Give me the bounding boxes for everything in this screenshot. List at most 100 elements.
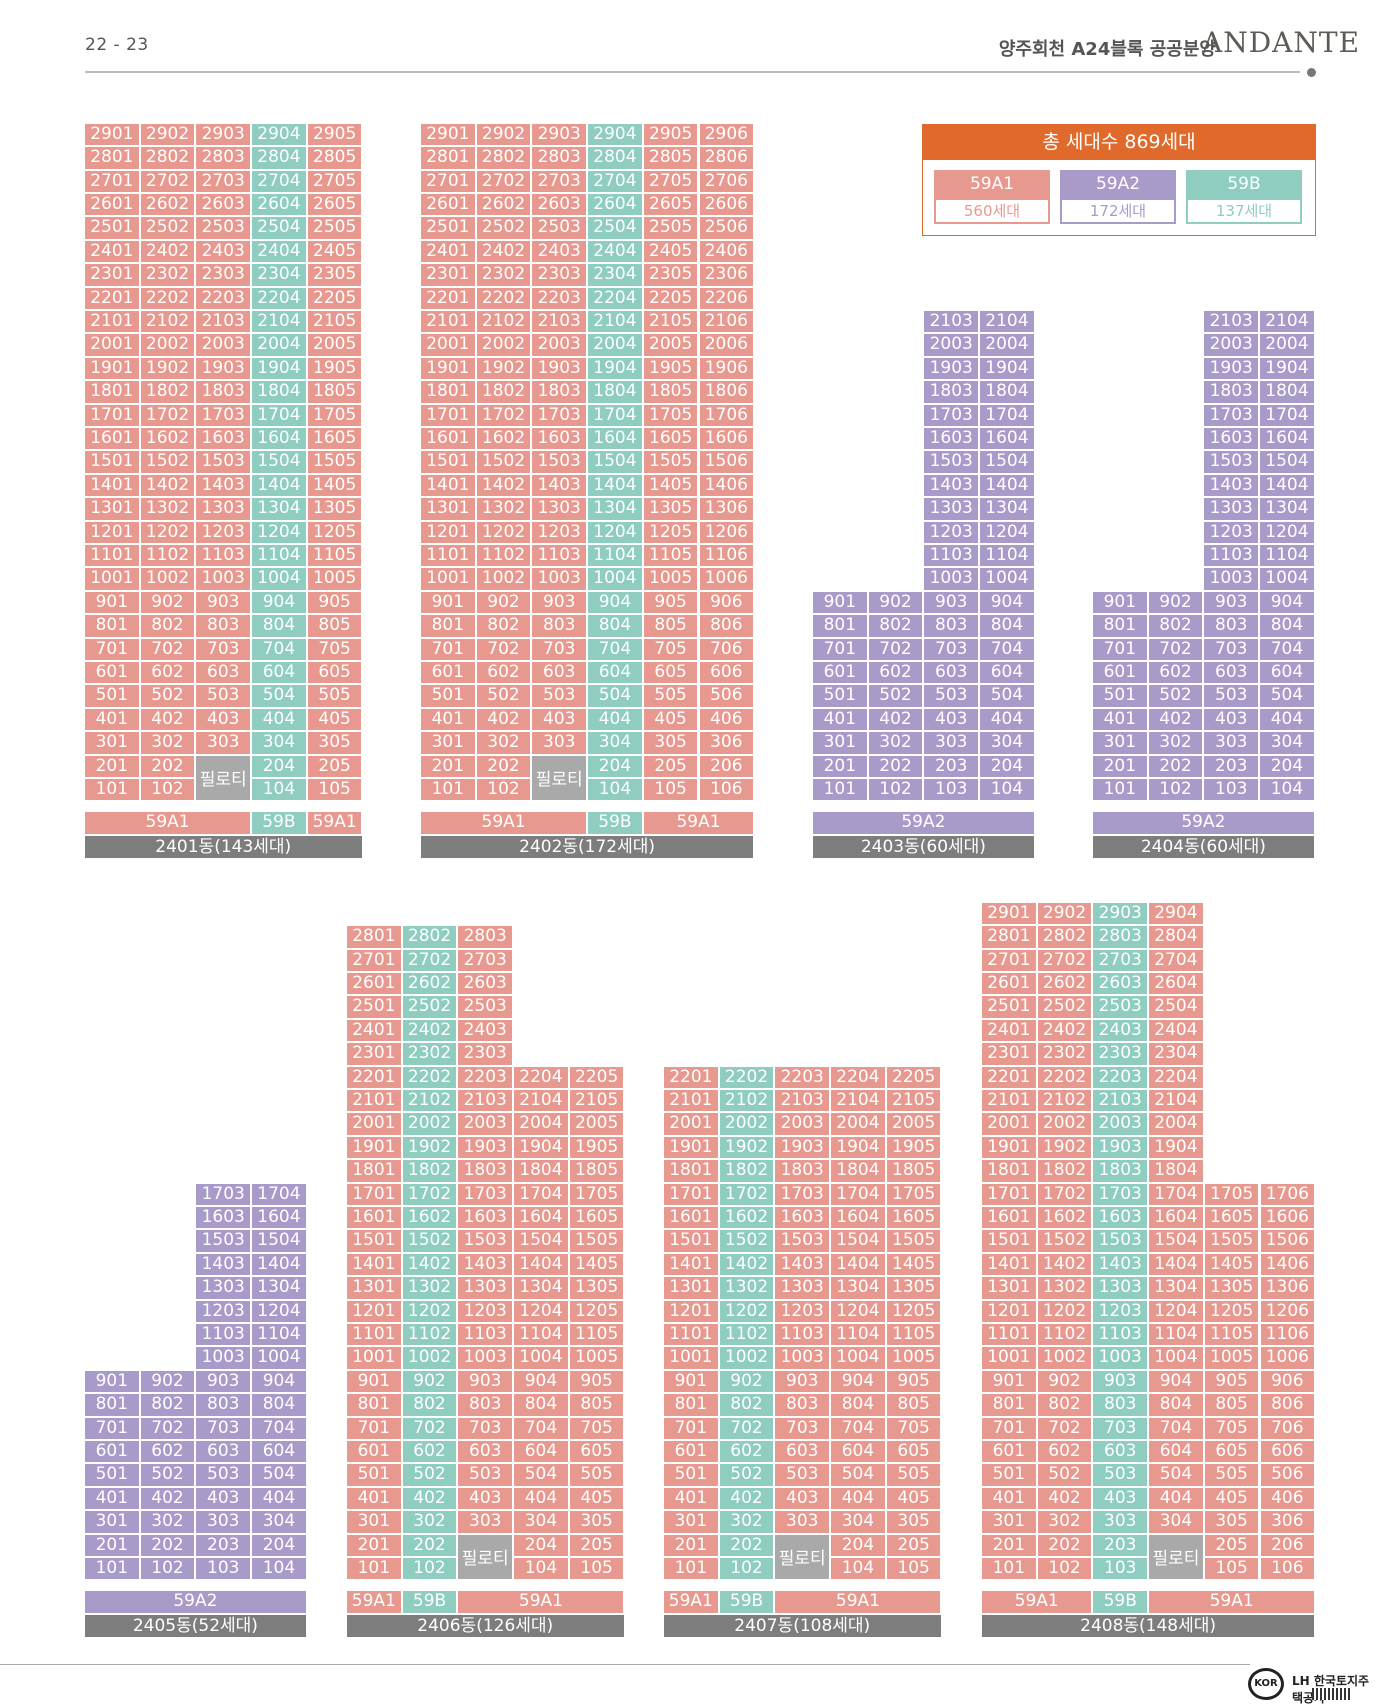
- unit-cell: 802: [1037, 1394, 1094, 1418]
- unit-cell: 704: [1260, 638, 1316, 662]
- unit-cell: 2704: [588, 170, 644, 194]
- unit-cell: 503: [924, 685, 981, 709]
- unit-cell: 2104: [588, 311, 644, 335]
- piloti-block: 필로티: [1149, 1534, 1205, 1582]
- unit-cell: 804: [252, 1394, 308, 1418]
- unit-cell: 1104: [1149, 1324, 1205, 1348]
- unit-cell: 2003: [196, 334, 253, 358]
- unit-cell: 904: [980, 591, 1036, 616]
- unit-cell: 2202: [476, 287, 533, 311]
- unit-cell: 1003: [196, 568, 253, 592]
- unit-cell: 301: [664, 1511, 720, 1535]
- unit-cell: 1901: [347, 1136, 403, 1161]
- unit-cell: 1902: [402, 1136, 459, 1161]
- unit-cell: 1302: [402, 1277, 459, 1301]
- unit-cell: 604: [1260, 662, 1316, 686]
- unit-cell: 1405: [886, 1253, 943, 1278]
- unit-cell: 1206: [1260, 1300, 1317, 1324]
- unit-cell: 2504: [1149, 996, 1205, 1020]
- unit-cell: 804: [514, 1394, 570, 1418]
- unit-cell: 406: [1260, 1487, 1317, 1512]
- unit-cell: 2502: [402, 996, 459, 1020]
- unit-cell: 403: [775, 1487, 832, 1512]
- unit-cell: 1904: [980, 357, 1036, 382]
- unit-cell: 1701: [982, 1183, 1038, 1207]
- unit-cell: 2001: [421, 334, 477, 358]
- unit-cell: 1203: [532, 521, 589, 545]
- unit-cell: 2201: [347, 1066, 403, 1090]
- unit-cell: 2603: [1093, 973, 1150, 997]
- unit-cell: 2301: [85, 264, 141, 288]
- piloti-block: 필로티: [775, 1534, 832, 1582]
- unit-cell: 2504: [588, 217, 644, 241]
- unit-cell: 502: [1148, 685, 1205, 709]
- unit-cell: 2305: [643, 264, 700, 288]
- unit-cell: 2802: [402, 926, 459, 950]
- unit-cell: 905: [569, 1370, 626, 1395]
- unit-cell: 1003: [196, 1347, 253, 1371]
- unit-cell: 1605: [886, 1207, 943, 1231]
- unit-cell: 1805: [307, 381, 364, 405]
- unit-cell: 1803: [458, 1160, 515, 1184]
- unit-cell: 304: [514, 1511, 570, 1535]
- unit-cell: 603: [458, 1441, 515, 1465]
- unit-cell: 201: [664, 1534, 720, 1558]
- unit-cell: 704: [252, 638, 308, 662]
- unit-cell: 1305: [569, 1277, 626, 1301]
- unit-cell: 2503: [1093, 996, 1150, 1020]
- unit-cell: 1604: [1149, 1207, 1205, 1231]
- unit-cell: 2502: [140, 217, 197, 241]
- unit-cell: 102: [140, 779, 197, 803]
- building-name-label: 2406동(126세대): [347, 1615, 624, 1638]
- unit-cell: 2705: [643, 170, 700, 194]
- unit-cell: 1902: [476, 357, 533, 382]
- unit-cell: 1402: [1037, 1253, 1094, 1278]
- unit-cell: 603: [196, 1441, 253, 1465]
- unit-cell: 2204: [514, 1066, 570, 1090]
- unit-cell: 704: [514, 1417, 570, 1441]
- unit-cell: 1005: [569, 1347, 626, 1371]
- unit-cell: 405: [1204, 1487, 1261, 1512]
- unit-cell: 1601: [982, 1207, 1038, 1231]
- unit-cell: 1802: [140, 381, 197, 405]
- unit-cell: 604: [252, 662, 308, 686]
- unit-cell: 306: [1260, 1511, 1317, 1535]
- unit-cell: 2801: [982, 926, 1038, 950]
- unit-cell: 405: [886, 1487, 943, 1512]
- building-name-label: 2403동(60세대): [813, 836, 1034, 859]
- unit-cell: 1901: [421, 357, 477, 382]
- unit-cell: 706: [699, 638, 756, 662]
- unit-cell: 206: [1260, 1534, 1317, 1558]
- unit-cell: 802: [140, 1394, 197, 1418]
- unit-cell: 305: [643, 732, 700, 756]
- unit-cell: 102: [719, 1558, 776, 1582]
- unit-cell: 1501: [347, 1230, 403, 1254]
- unit-cell: 2903: [196, 123, 253, 148]
- unit-cell: 2404: [1149, 1019, 1205, 1044]
- unit-cell: 1503: [458, 1230, 515, 1254]
- unit-cell: 2002: [476, 334, 533, 358]
- unit-cell: 903: [532, 591, 589, 616]
- unit-cell: 701: [421, 638, 477, 662]
- unit-cell: 2201: [421, 287, 477, 311]
- unit-cell: 2203: [1093, 1066, 1150, 1090]
- unit-cell: 102: [1037, 1558, 1094, 1582]
- unit-cell: 502: [476, 685, 533, 709]
- unit-cell: 1503: [924, 451, 981, 475]
- unit-cell: 101: [421, 779, 477, 803]
- unit-cell: 202: [868, 755, 925, 779]
- unit-cell: 504: [514, 1464, 570, 1488]
- unit-cell: 1506: [699, 451, 756, 475]
- unit-cell: 1704: [980, 404, 1036, 428]
- unit-cell: 202: [402, 1534, 459, 1558]
- unit-cell: 1403: [924, 474, 981, 499]
- unit-cell: 305: [307, 732, 364, 756]
- unit-cell: 803: [775, 1394, 832, 1418]
- unit-cell: 2304: [1149, 1043, 1205, 1067]
- unit-cell: 2202: [140, 287, 197, 311]
- page-number: 22 - 23: [85, 35, 149, 55]
- unit-cell: 1304: [1260, 498, 1316, 522]
- unit-cell: 102: [140, 1558, 197, 1582]
- unit-cell: 101: [85, 779, 141, 803]
- unit-cell: 1903: [775, 1136, 832, 1161]
